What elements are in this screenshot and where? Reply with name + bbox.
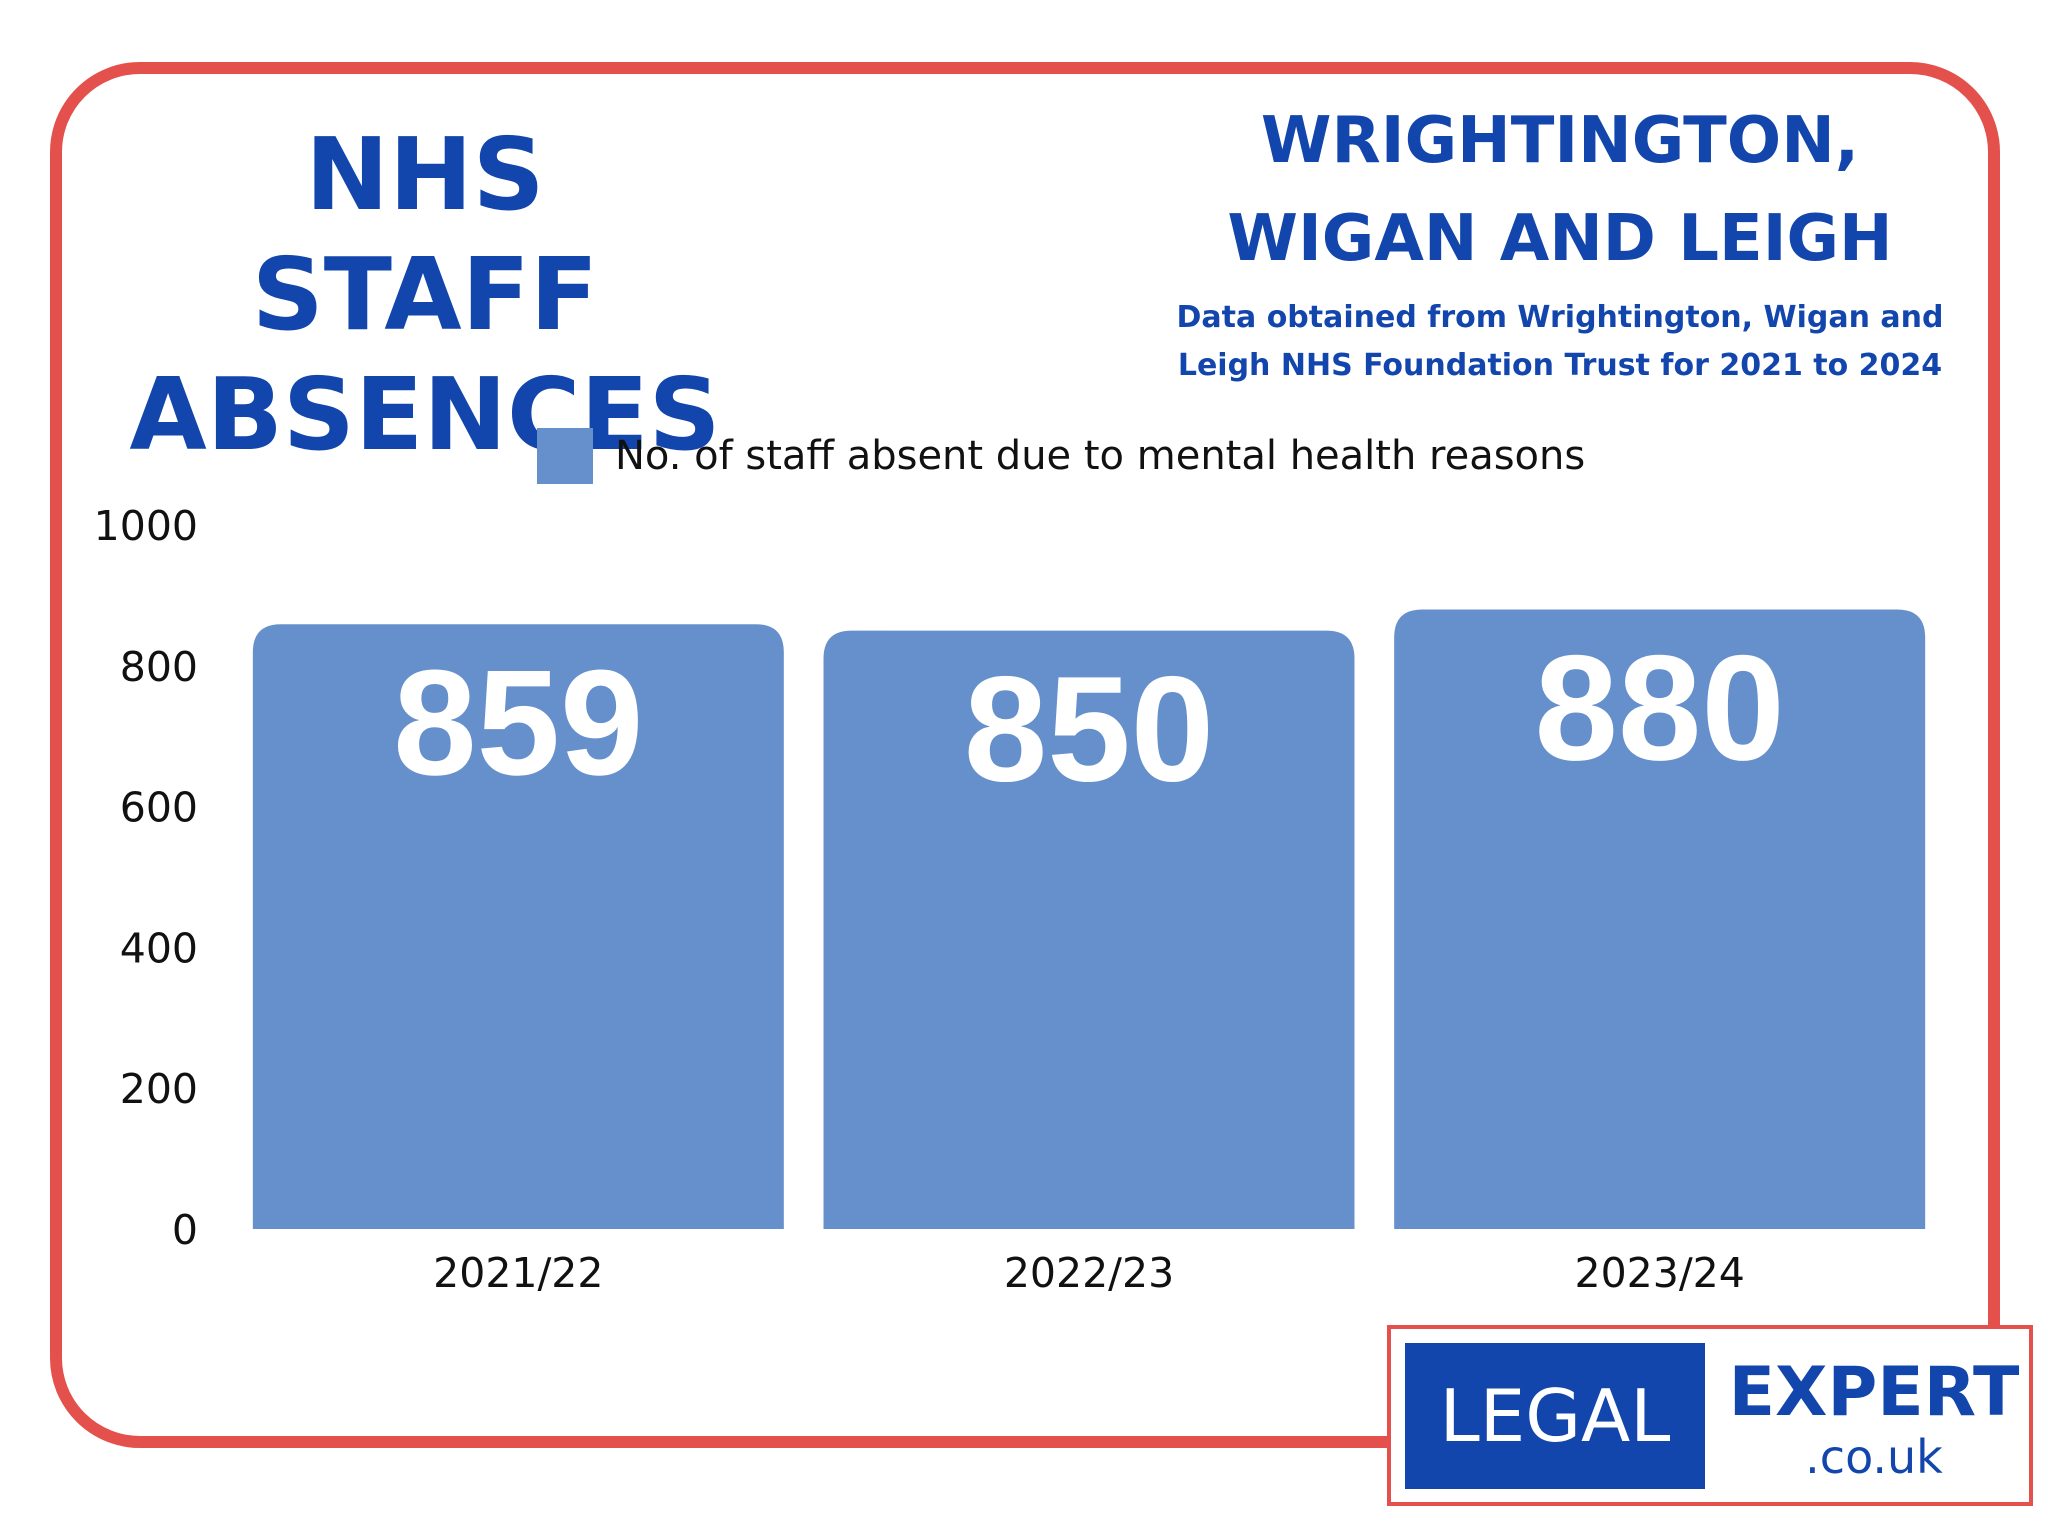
y-axis: 0 200 400 600 800 1000 — [94, 502, 198, 1254]
logo-expert-text: EXPERT — [1728, 1353, 2020, 1432]
bar-labels-group: 859 850 880 — [393, 623, 1785, 812]
logo-legal-text: LEGAL — [1405, 1343, 1705, 1489]
logo-domain-text: .co.uk — [1805, 1430, 1943, 1484]
main-title: NHS STAFF ABSENCES — [129, 116, 721, 473]
bar-value-label: 880 — [1535, 623, 1785, 791]
y-tick-label: 600 — [120, 784, 198, 832]
y-tick-label: 200 — [120, 1065, 198, 1113]
bars-group — [252, 609, 1926, 1229]
y-tick-label: 1000 — [94, 502, 198, 550]
y-tick-label: 800 — [120, 643, 198, 691]
x-tick-label: 2023/24 — [1575, 1249, 1745, 1297]
region-title: WRIGHTINGTON, WIGAN AND LEIGH — [1227, 104, 1893, 276]
y-tick-label: 0 — [172, 1206, 198, 1254]
bar-value-label: 850 — [964, 645, 1214, 813]
bar-value-label: 859 — [393, 638, 643, 806]
bar-2022-23 — [823, 630, 1355, 1229]
legend-label: No. of staff absent due to mental health… — [615, 433, 1586, 479]
y-tick-label: 400 — [120, 924, 198, 972]
bar-2021-22 — [252, 624, 784, 1229]
bar-2023-24 — [1394, 609, 1926, 1229]
x-axis: 2021/22 2022/23 2023/24 — [433, 1249, 1745, 1297]
x-tick-label: 2021/22 — [433, 1249, 603, 1297]
legend-swatch — [537, 428, 593, 484]
legal-expert-logo: LEGAL EXPERT .co.uk — [1387, 1325, 2033, 1506]
chart-legend: No. of staff absent due to mental health… — [537, 428, 1585, 484]
x-tick-label: 2022/23 — [1004, 1249, 1174, 1297]
source-note: Data obtained from Wrightington, Wigan a… — [1176, 300, 1944, 383]
